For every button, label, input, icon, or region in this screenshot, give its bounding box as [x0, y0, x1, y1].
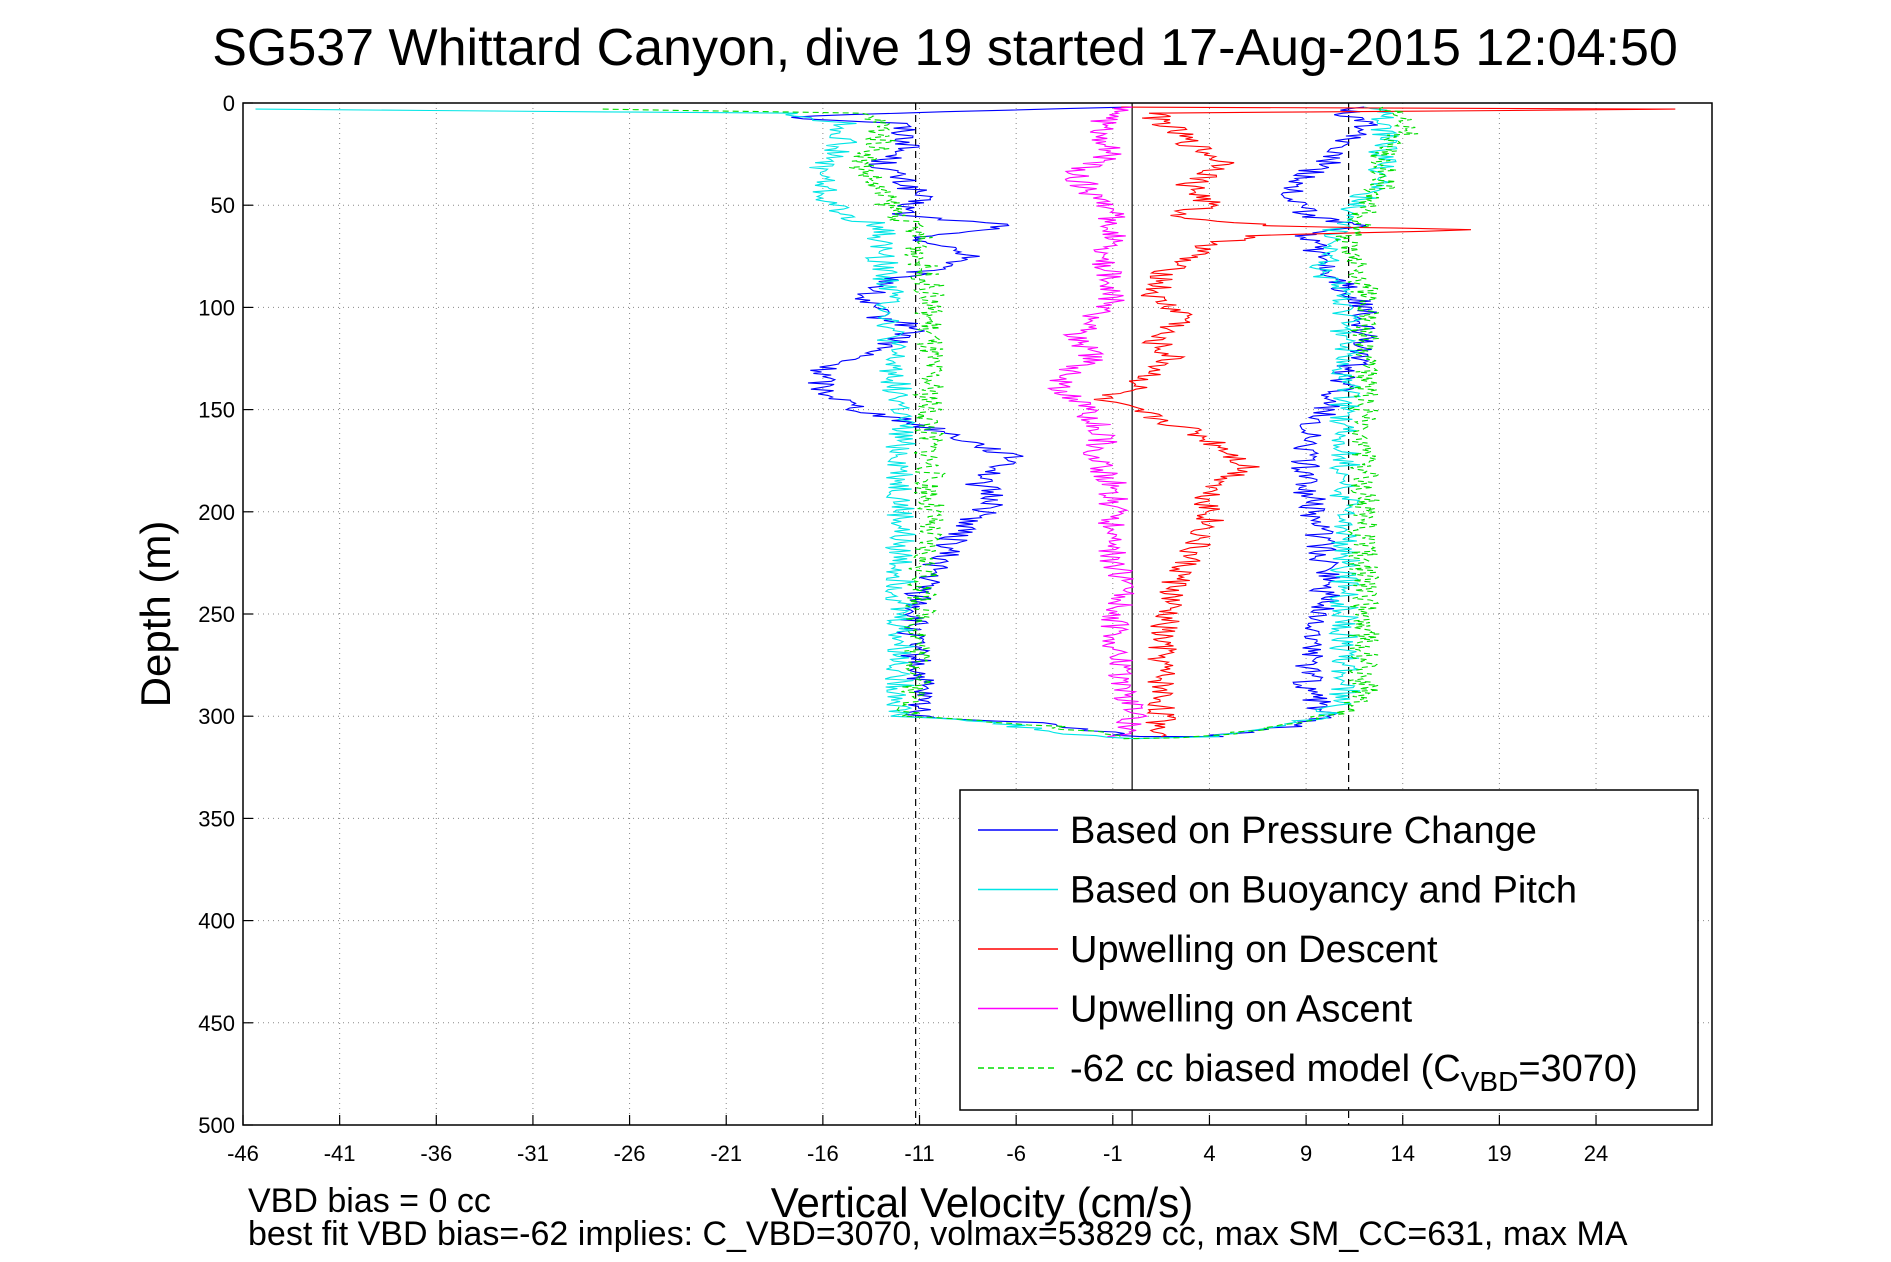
x-tick-label: -16	[807, 1141, 839, 1166]
x-tick-label: -21	[710, 1141, 742, 1166]
y-tick-label: 0	[223, 91, 235, 116]
series-line	[791, 106, 1378, 738]
series-line	[1046, 106, 1149, 738]
x-axis-label: Vertical Velocity (cm/s)	[771, 1179, 1193, 1226]
legend-box	[959, 789, 1699, 1111]
legend-entries: Based on Pressure Change Based on Buoyanc…	[978, 810, 1638, 1097]
x-tick-label: -11	[904, 1141, 934, 1166]
legend-label: Upwelling on Descent	[1070, 929, 1438, 971]
x-tick-label: -26	[614, 1141, 646, 1166]
x-tick-label: -46	[227, 1141, 259, 1166]
legend-suffix: =3070)	[1518, 1048, 1637, 1090]
series-line	[255, 106, 1399, 740]
x-tick-label: -1	[1103, 1141, 1123, 1166]
x-tick-label: -6	[1006, 1141, 1026, 1166]
footer-line-2: best fit VBD bias=-62 implies: C_VBD=307…	[248, 1215, 1628, 1253]
x-axis-ticks: -46 -41 -36 -31 -26 -21 -16 -11 -6 -1 4 9 14 19 24	[227, 1115, 1608, 1166]
x-tick-label: 4	[1203, 1141, 1215, 1166]
y-axis-ticks: 0 50 100 150 200 250 300 350 400 450 500	[198, 91, 253, 1138]
legend-label: -62 cc biased model (CVBD=3070)	[1070, 1048, 1638, 1097]
y-tick-label: 450	[198, 1011, 235, 1036]
y-tick-label: 100	[198, 295, 235, 320]
y-tick-label: 150	[198, 398, 235, 423]
legend: Based on Pressure Change Based on Buoyanc…	[959, 789, 1699, 1111]
y-tick-label: 300	[198, 704, 235, 729]
x-tick-label: -31	[517, 1141, 549, 1166]
series-line	[1093, 106, 1676, 738]
grid-lines	[242, 102, 1712, 1126]
x-tick-label: -41	[324, 1141, 356, 1166]
x-tick-label: 19	[1487, 1141, 1511, 1166]
x-tick-label: 24	[1584, 1141, 1608, 1166]
y-tick-label: 50	[211, 193, 235, 218]
legend-label: Upwelling on Ascent	[1070, 989, 1413, 1031]
y-tick-label: 250	[198, 602, 235, 627]
legend-label: Based on Pressure Change	[1070, 810, 1537, 852]
y-tick-label: 500	[198, 1113, 235, 1138]
footer-line-1: VBD bias = 0 cc	[248, 1182, 491, 1220]
x-tick-label: -36	[420, 1141, 452, 1166]
x-tick-label: 14	[1390, 1141, 1414, 1166]
legend-label: Based on Buoyancy and Pitch	[1070, 870, 1577, 912]
y-tick-label: 350	[198, 806, 235, 831]
chart-title: SG537 Whittard Canyon, dive 19 started 1…	[212, 19, 1678, 77]
y-axis-label: Depth (m)	[132, 521, 179, 708]
series-layer	[255, 106, 1676, 740]
x-tick-label: 9	[1300, 1141, 1312, 1166]
legend-subscript: VBD	[1461, 1066, 1519, 1097]
y-tick-label: 200	[198, 500, 235, 525]
y-tick-label: 400	[198, 909, 235, 934]
